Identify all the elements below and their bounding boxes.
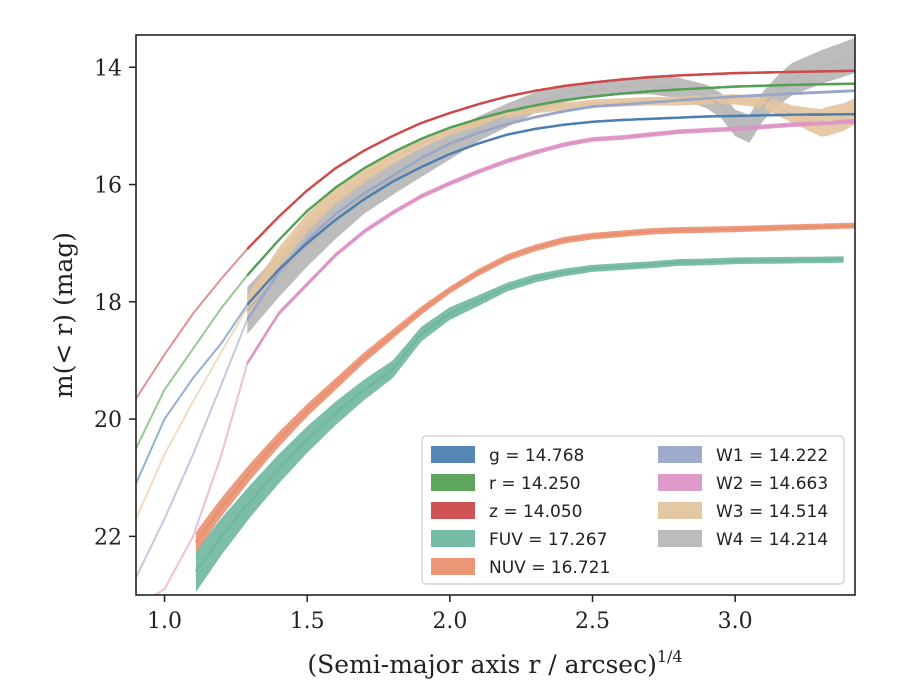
legend-label-w1: W1 = 14.222 [716,446,828,466]
series-g-line [246,113,855,306]
y-tick-label: 22 [94,525,122,550]
legend-label-z: z = 14.050 [489,502,582,522]
plot-frame [135,34,856,596]
x-tick-label: 1.0 [147,609,182,634]
y-axis-title: m(< r) (mag) [49,232,78,398]
legend-label-fuv: FUV = 17.267 [489,530,607,550]
legend-swatch-w2 [658,474,702,491]
series-w2-line [246,120,855,365]
legend-label-w4: W4 = 14.214 [716,530,828,550]
y-tick-label: 18 [94,291,122,316]
series-r-line [246,82,855,277]
legend: g = 14.768 r = 14.250 z = 14.050 FUV = 17.2… [421,435,845,585]
legend-swatch-nuv [431,558,475,575]
legend-label-nuv: NUV = 16.721 [489,558,610,578]
legend-swatch-w3 [658,502,702,519]
legend-label-g: g = 14.768 [489,446,584,466]
series-fuv-line [194,258,844,573]
series-w3-line [246,98,855,309]
series-z-line [246,69,855,250]
x-tick-label: 3.0 [718,609,753,634]
legend-swatch-w1 [658,446,702,463]
x-axis-title: (Semi-major axis r / arcsec)1/4 [307,647,682,679]
legend-swatch-g [431,446,475,463]
legend-label-w3: W3 = 14.514 [716,502,828,522]
series-w1-line [246,89,855,321]
legend-swatch-z [431,502,475,519]
series-nuv-band [195,222,855,553]
x-tick-label: 2.5 [575,609,610,634]
y-tick-label: 14 [94,56,122,81]
legend-box [421,435,845,585]
legend-swatch-r [431,474,475,491]
series-w3-band [247,94,855,320]
series-nuv-line [194,224,855,543]
legend-swatch-w4 [658,530,702,547]
legend-label-w2: W2 = 14.663 [716,474,828,494]
legend-label-r: r = 14.250 [489,474,581,494]
legend-swatch-fuv [431,530,475,547]
y-tick-label: 16 [94,174,122,199]
x-tick-label: 2.0 [432,609,467,634]
y-tick-label: 20 [94,408,122,433]
x-tick-label: 1.5 [290,609,325,634]
